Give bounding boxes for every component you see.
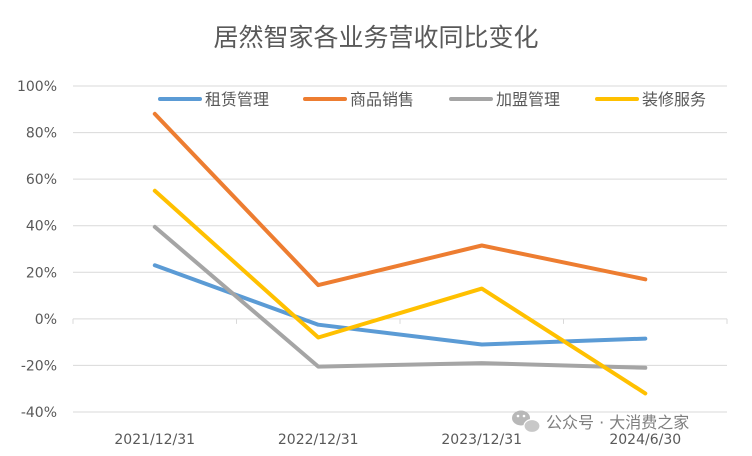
legend: 租赁管理 商品销售 加盟管理 装修服务 — [158, 90, 706, 109]
y-tick-label: 20% — [26, 265, 57, 281]
x-axis-labels: 2021/12/31 2022/12/31 2023/12/31 2024/6/30 — [114, 432, 681, 448]
watermark: 公众号 · 大消费之家 — [512, 410, 689, 434]
y-axis-labels: 100% 80% 60% 40% 20% 0% -20% -40% — [17, 79, 57, 421]
y-tick-label: -20% — [21, 358, 57, 374]
wechat-icon — [512, 410, 541, 434]
y-tick-label: 40% — [26, 219, 57, 235]
x-tick-label: 2021/12/31 — [114, 432, 195, 448]
legend-label: 加盟管理 — [496, 90, 560, 109]
series-line — [152, 263, 648, 347]
x-tick-label: 2023/12/31 — [441, 432, 522, 448]
y-tick-label: 0% — [35, 312, 57, 328]
x-tick-label: 2024/6/30 — [609, 432, 681, 448]
legend-label: 商品销售 — [350, 90, 414, 109]
y-tick-label: 60% — [26, 172, 57, 188]
legend-label: 租赁管理 — [205, 90, 269, 109]
x-tick-label: 2022/12/31 — [278, 432, 359, 448]
legend-label: 装修服务 — [642, 90, 706, 109]
y-tick-label: -40% — [21, 405, 57, 421]
series-lines — [152, 111, 648, 396]
series-line — [152, 188, 648, 396]
y-tick-label: 80% — [26, 126, 57, 142]
chart-title: 居然智家各业务营收同比变化 — [213, 23, 538, 52]
series-line — [152, 111, 648, 288]
y-tick-label: 100% — [17, 79, 57, 95]
x-axis — [72, 318, 728, 324]
watermark-text: 公众号 · 大消费之家 — [546, 413, 689, 432]
series-line — [152, 224, 648, 370]
